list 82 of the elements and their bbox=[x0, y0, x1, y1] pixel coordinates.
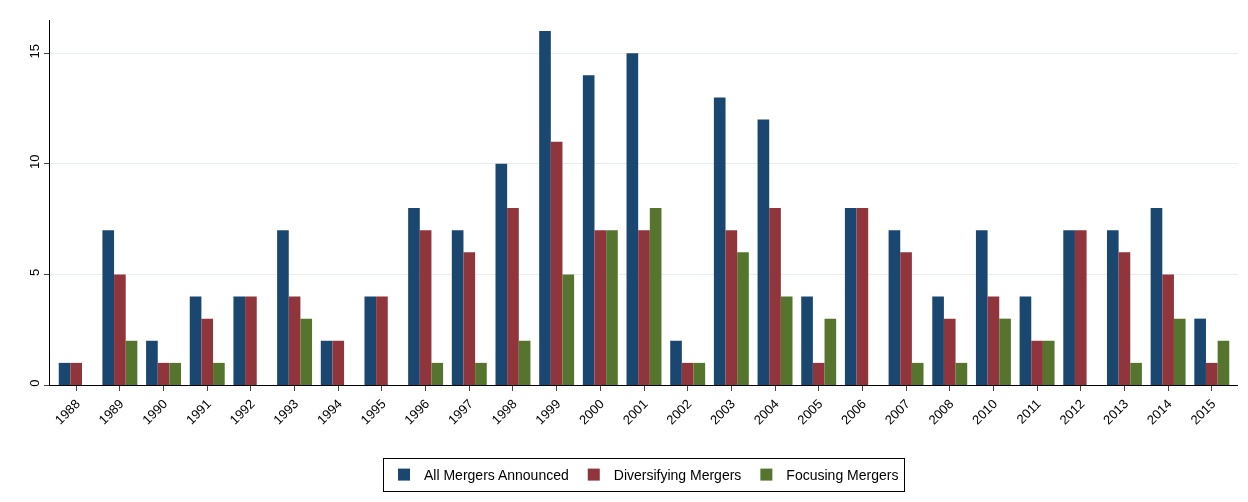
y-tick-label: 5 bbox=[26, 268, 42, 277]
bar bbox=[70, 362, 83, 385]
bar bbox=[888, 230, 901, 385]
bar bbox=[419, 230, 432, 385]
bar bbox=[201, 318, 214, 385]
bar bbox=[670, 340, 682, 385]
bar bbox=[114, 274, 126, 385]
bar bbox=[1019, 296, 1032, 385]
bar bbox=[932, 296, 944, 385]
bar bbox=[1194, 318, 1206, 385]
bar bbox=[1031, 340, 1043, 385]
bar bbox=[169, 362, 182, 385]
bar bbox=[649, 208, 662, 385]
bar bbox=[1150, 208, 1163, 385]
bar bbox=[987, 296, 1000, 385]
bar bbox=[1074, 230, 1087, 385]
bar bbox=[737, 252, 749, 385]
bar bbox=[1106, 230, 1119, 385]
bar bbox=[594, 230, 607, 385]
bar bbox=[320, 340, 333, 385]
bar bbox=[463, 252, 476, 385]
bar bbox=[157, 362, 170, 385]
bar bbox=[911, 362, 924, 385]
bar bbox=[844, 208, 857, 385]
bar bbox=[780, 296, 793, 385]
legend-label: Focusing Mergers bbox=[786, 467, 899, 484]
bar bbox=[1217, 340, 1230, 385]
bar bbox=[626, 53, 639, 385]
bar bbox=[769, 208, 781, 385]
legend-label: Diversifying Mergers bbox=[613, 467, 742, 484]
bar bbox=[1042, 340, 1055, 385]
bar bbox=[332, 340, 345, 385]
bar bbox=[824, 318, 837, 385]
bar bbox=[801, 296, 813, 385]
bar bbox=[1173, 318, 1186, 385]
bar bbox=[638, 230, 650, 385]
bar bbox=[125, 340, 138, 385]
bar bbox=[245, 296, 257, 385]
bar bbox=[975, 230, 988, 385]
bar bbox=[189, 296, 202, 385]
bar bbox=[900, 252, 912, 385]
bar bbox=[58, 362, 71, 385]
bar bbox=[213, 362, 225, 385]
bar bbox=[376, 296, 388, 385]
y-tick-label: 10 bbox=[26, 154, 42, 170]
bar bbox=[1205, 362, 1218, 385]
bar bbox=[757, 119, 770, 385]
bar bbox=[300, 318, 313, 385]
bar bbox=[1118, 252, 1131, 385]
bar bbox=[233, 296, 246, 385]
bar bbox=[102, 230, 115, 385]
bar bbox=[475, 362, 487, 385]
y-tick-label: 0 bbox=[26, 379, 42, 387]
bar bbox=[606, 230, 618, 385]
bar bbox=[277, 230, 289, 385]
bar bbox=[146, 340, 158, 385]
bar bbox=[999, 318, 1011, 385]
bar bbox=[693, 362, 706, 385]
bar bbox=[1130, 362, 1142, 385]
bar bbox=[856, 208, 869, 385]
bar bbox=[408, 208, 420, 385]
bar bbox=[955, 362, 968, 385]
bar bbox=[681, 362, 694, 385]
bar bbox=[507, 208, 519, 385]
bar bbox=[943, 318, 956, 385]
bar bbox=[812, 362, 825, 385]
bar bbox=[288, 296, 301, 385]
y-tick-label: 15 bbox=[26, 44, 42, 59]
bar bbox=[550, 141, 563, 385]
bar bbox=[431, 362, 444, 385]
bar bbox=[495, 163, 508, 385]
bar bbox=[582, 75, 595, 385]
bar bbox=[518, 340, 531, 385]
bar bbox=[725, 230, 738, 385]
bar bbox=[539, 31, 551, 385]
bar bbox=[451, 230, 464, 385]
bar bbox=[1063, 230, 1075, 385]
bar bbox=[713, 97, 726, 385]
bar bbox=[1162, 274, 1174, 385]
bar bbox=[562, 274, 575, 385]
bar bbox=[364, 296, 377, 385]
legend-label: All Mergers Announced bbox=[424, 467, 569, 484]
